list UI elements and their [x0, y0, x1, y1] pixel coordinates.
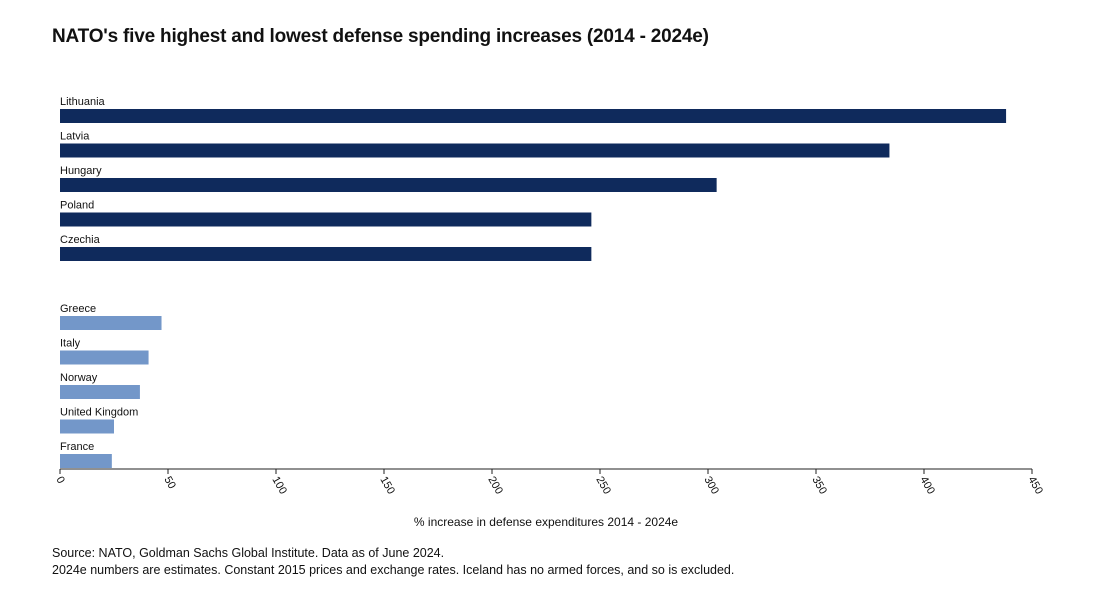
bar-highest	[60, 143, 890, 158]
bar-highest	[60, 178, 717, 192]
bar-lowest	[60, 316, 162, 330]
bar-lowest	[60, 419, 114, 434]
bar-highest	[60, 109, 1007, 123]
category-label: Poland	[60, 200, 94, 212]
bar-lowest	[60, 454, 112, 468]
bar-lowest	[60, 350, 149, 365]
bar-lowest	[60, 385, 140, 399]
category-label: Lithuania	[60, 96, 106, 108]
category-label: Norway	[60, 372, 98, 384]
x-tick-label: 400	[917, 475, 937, 497]
x-tick-label: 150	[377, 475, 397, 497]
x-tick-label: 0	[53, 475, 66, 486]
x-tick-label: 450	[1025, 475, 1045, 497]
category-label: Hungary	[60, 165, 102, 177]
methodology-note: 2024e numbers are estimates. Constant 20…	[52, 563, 735, 577]
category-label: Latvia	[60, 131, 90, 143]
x-tick-label: 300	[701, 475, 721, 497]
category-label: Italy	[60, 338, 81, 350]
x-tick-label: 50	[161, 475, 178, 492]
x-axis-title: % increase in defense expenditures 2014 …	[414, 515, 679, 529]
bar-highest	[60, 247, 592, 261]
x-tick-label: 100	[269, 475, 289, 497]
category-label: Greece	[60, 303, 96, 315]
x-tick-label: 350	[809, 475, 829, 497]
x-tick-label: 200	[485, 475, 505, 497]
x-tick-label: 250	[593, 475, 613, 497]
category-label: Czechia	[60, 234, 101, 246]
category-label: United Kingdom	[60, 407, 138, 419]
bar-highest	[60, 212, 592, 227]
chart-title: NATO's five highest and lowest defense s…	[52, 26, 709, 47]
category-label: France	[60, 441, 94, 453]
source-note: Source: NATO, Goldman Sachs Global Insti…	[52, 546, 445, 560]
